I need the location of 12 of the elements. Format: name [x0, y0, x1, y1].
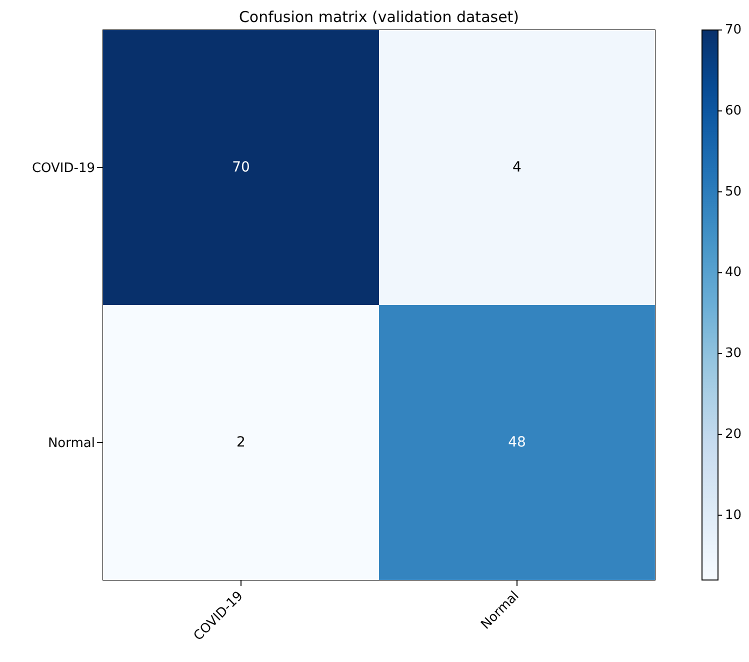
color-bar-label: 30	[725, 346, 742, 362]
data-label: 2	[236, 434, 246, 450]
color-bar-label: 20	[725, 426, 742, 442]
color-bar-label: 50	[725, 184, 742, 200]
data-label: 4	[512, 160, 522, 176]
color-bar-label: 10	[725, 508, 742, 523]
data-label: 70	[232, 160, 250, 176]
color-bar-label: 60	[725, 103, 742, 118]
chart-title: Confusion matrix (validation dataset)	[238, 8, 520, 26]
data-label: 48	[508, 434, 526, 450]
color-bar-label: 70	[725, 22, 742, 38]
color-bar-label: 40	[725, 265, 742, 280]
